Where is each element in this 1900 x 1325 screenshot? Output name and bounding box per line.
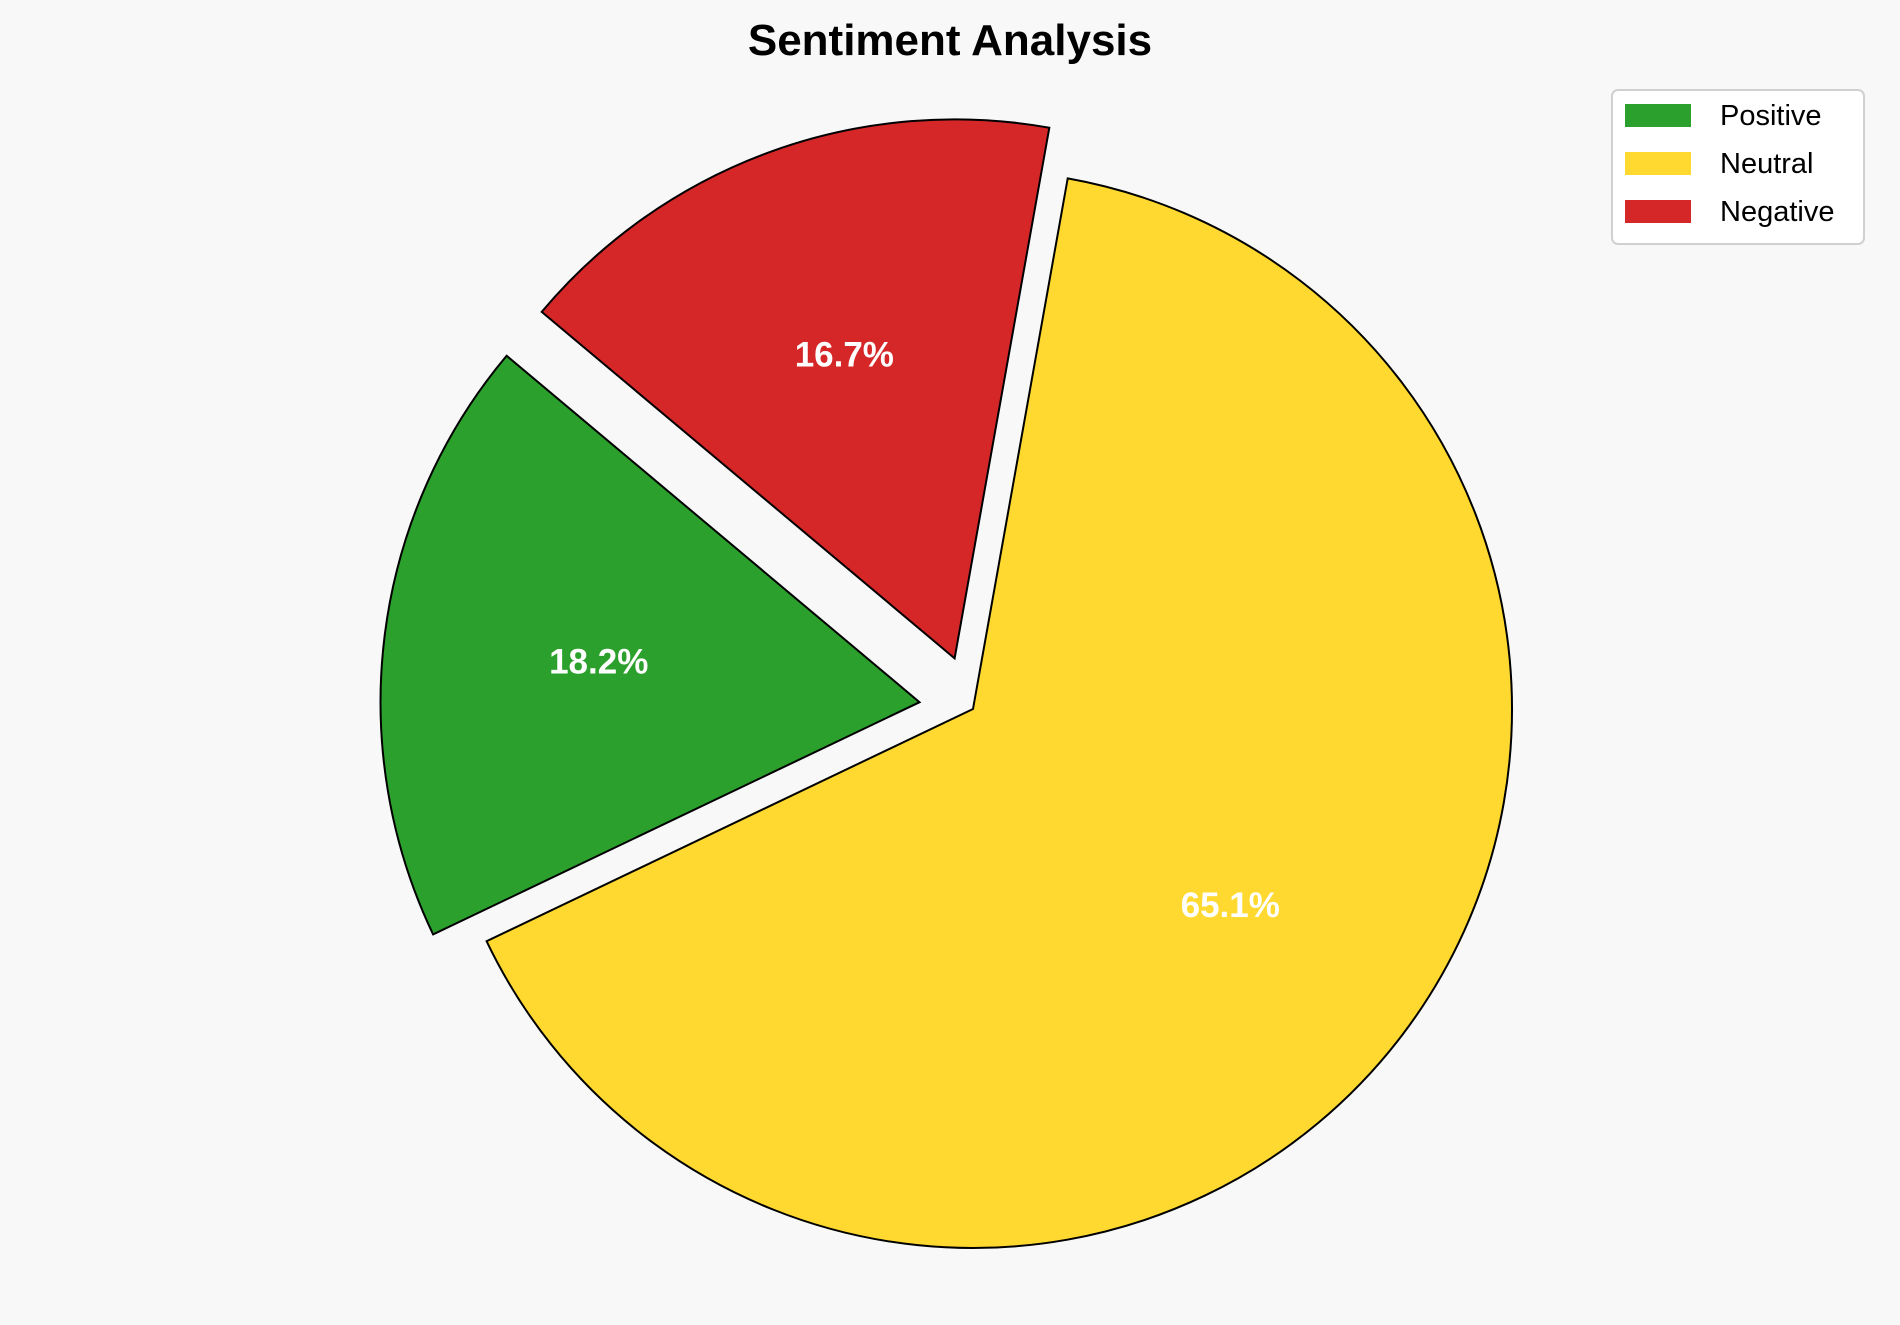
legend-swatch-negative — [1625, 200, 1691, 223]
pie-label-negative: 16.7% — [795, 335, 894, 374]
legend-label-negative: Negative — [1720, 196, 1834, 228]
legend: Positive Neutral Negative — [1611, 89, 1865, 245]
legend-swatch-neutral — [1625, 152, 1691, 175]
pie-wedge-neutral — [485, 177, 1513, 1249]
chart-title: Sentiment Analysis — [748, 16, 1152, 65]
pie-wedge-negative — [540, 118, 1051, 661]
pie-labels: 18.2% 65.1% 16.7% — [549, 335, 1280, 925]
pie-label-positive: 18.2% — [549, 642, 648, 681]
pie-wedges — [379, 118, 1513, 1249]
legend-swatch-positive — [1625, 104, 1691, 127]
legend-label-neutral: Neutral — [1720, 148, 1814, 180]
pie-wedge-positive — [379, 354, 922, 936]
legend-label-positive: Positive — [1720, 100, 1822, 132]
pie-label-neutral: 65.1% — [1181, 886, 1280, 925]
